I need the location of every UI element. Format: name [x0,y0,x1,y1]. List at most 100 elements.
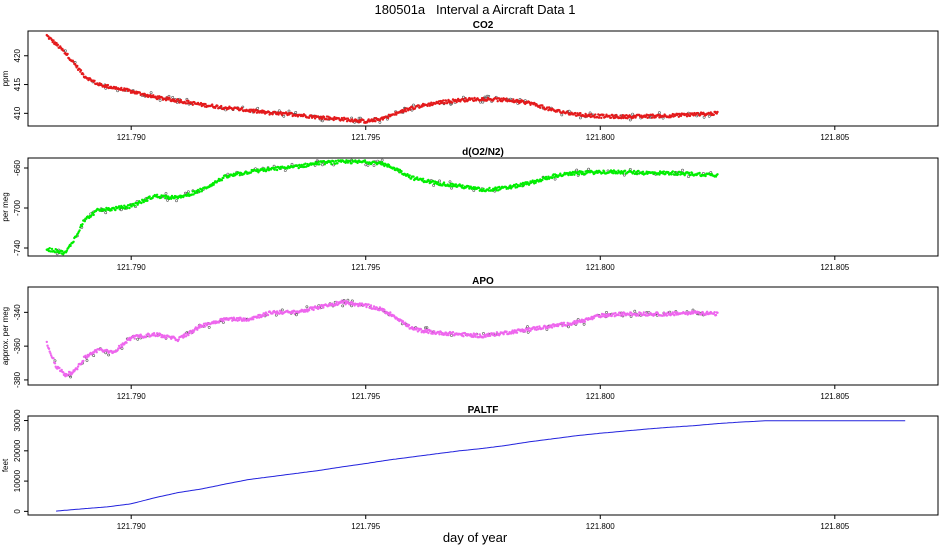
data-point [544,175,548,179]
data-point [475,333,478,336]
data-point [464,97,467,100]
data-point [177,99,180,102]
data-point [50,247,54,251]
data-point [138,91,142,94]
x-tick-label: 121.795 [351,133,380,142]
x-tick-label: 121.790 [117,522,146,531]
data-point [120,343,123,346]
data-point [72,240,75,243]
data-point-open [575,168,579,172]
data-point [140,201,143,205]
data-point [375,306,379,309]
data-point [637,169,640,173]
data-point [421,177,425,180]
y-tick-label: -340 [13,304,22,321]
data-point [266,313,270,317]
data-point [367,303,370,306]
data-point [676,311,679,314]
data-point [498,185,501,189]
data-point [82,359,85,363]
data-point [471,335,475,339]
data-point [662,311,666,314]
x-tick-label: 121.805 [820,522,849,531]
data-point-open [707,114,711,118]
data-point [340,301,343,304]
y-tick-label: 20000 [13,439,22,462]
y-tick-label: -380 [13,371,22,388]
data-point [78,229,81,232]
data-point-open [207,325,211,329]
data-point [275,168,279,172]
y-axis-label: per meg [1,192,10,221]
data-point [698,171,701,175]
data-point [60,368,63,372]
data-point [125,341,128,344]
data-point [383,308,386,312]
data-point [619,314,622,317]
data-point [632,169,636,173]
data-point [58,366,61,370]
data-point [664,172,667,176]
data-point [685,115,689,118]
data-point [216,104,219,108]
data-point [238,174,241,177]
data-point [451,101,454,104]
data-point-open [85,359,89,362]
data-point [50,354,53,357]
data-point-open [623,173,626,177]
data-point [129,338,132,342]
data-point [179,98,183,102]
data-point [407,323,411,327]
data-point [400,170,403,173]
data-point [656,312,660,315]
data-point [255,111,259,114]
y-tick-label: 0 [13,509,22,514]
y-tick-label: -700 [13,199,22,216]
data-point [263,314,266,317]
data-point-open [158,99,162,102]
data-point [312,308,315,312]
data-point [334,159,338,163]
data-point [645,311,648,315]
data-point [600,116,603,120]
data-point [291,311,294,314]
data-point [273,168,276,171]
data-point [110,209,113,212]
data-point [477,186,481,190]
x-tick-label: 121.790 [117,392,146,401]
data-point [574,111,577,115]
data-point [404,321,407,324]
data-point [381,118,385,121]
data-point [416,176,419,179]
data-point [410,177,413,180]
data-point [365,305,368,309]
data-point-open [567,109,571,113]
data-point-open [587,167,591,171]
data-point [389,311,392,314]
data-point [252,318,255,321]
data-point [455,100,458,104]
x-tick-label: 121.800 [586,522,615,531]
y-axis-label: ppm [1,70,10,86]
data-point-open [628,118,632,122]
series-line [56,420,906,512]
plot-frame [27,286,939,386]
data-point [164,197,167,200]
data-point-open [481,100,485,104]
data-point [395,113,398,116]
data-point [93,79,96,83]
data-point [438,333,441,336]
data-point [527,327,531,330]
data-point [445,99,448,102]
data-point-open [256,106,260,110]
data-point [95,351,98,354]
data-point [634,116,637,119]
data-point [322,160,326,163]
data-point-open [164,192,168,195]
data-point [212,183,215,186]
data-point [612,172,615,175]
data-point [313,117,317,120]
data-point [280,310,283,314]
data-point-open [175,199,178,203]
x-tick-label: 121.805 [820,392,849,401]
